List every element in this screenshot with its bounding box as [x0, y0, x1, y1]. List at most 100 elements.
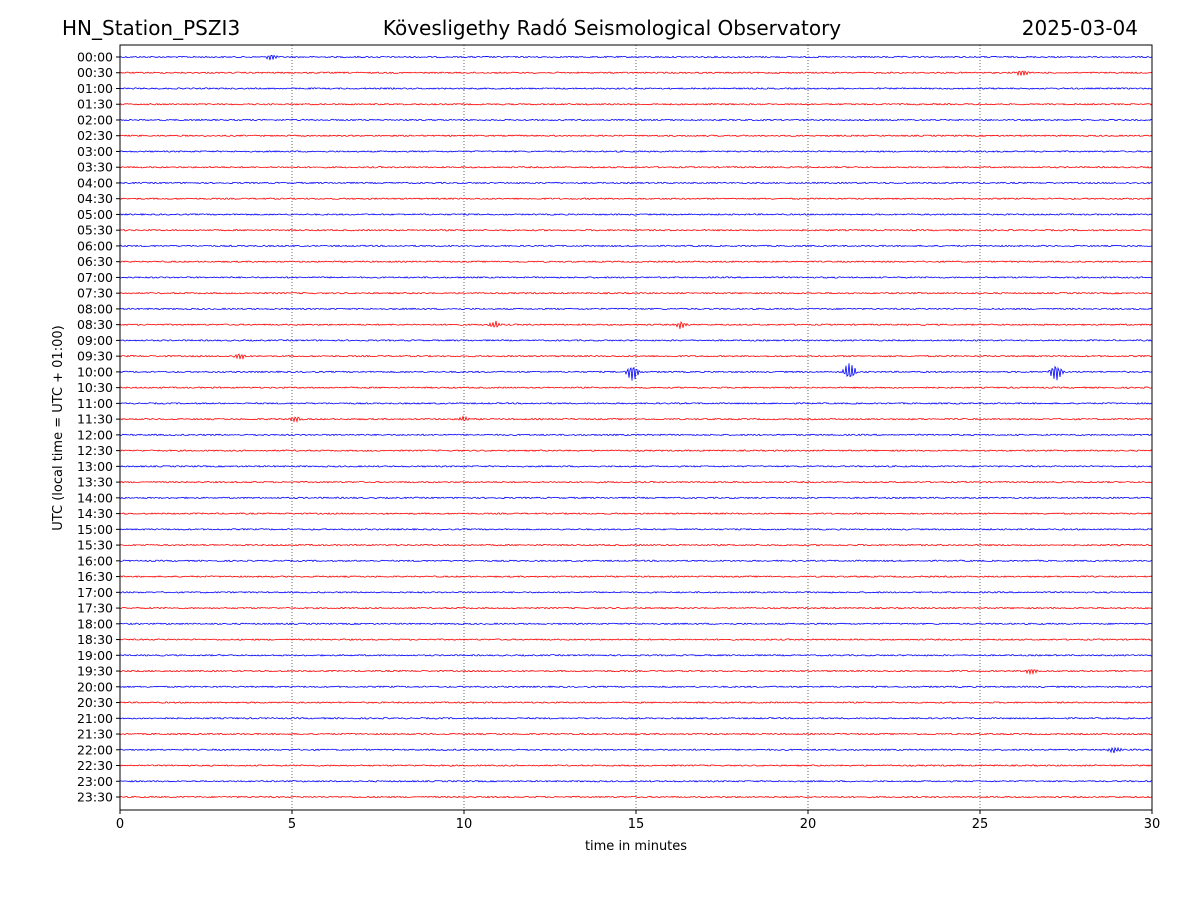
y-tick-label: 05:30: [77, 223, 113, 238]
x-tick-label: 15: [628, 817, 645, 832]
y-tick-label: 21:00: [77, 711, 113, 726]
trace-1130: [119, 414, 1153, 424]
y-tick-label: 13:00: [77, 459, 113, 474]
y-tick-label: 21:30: [77, 727, 113, 742]
y-tick-label: 17:30: [77, 601, 113, 616]
y-tick-label: 23:30: [77, 790, 113, 805]
trace-0400: [119, 181, 1153, 185]
trace-1430: [119, 512, 1153, 515]
y-tick-label: 11:00: [77, 396, 113, 411]
y-tick-label: 01:00: [77, 81, 113, 96]
y-tick-label: 02:30: [77, 128, 113, 143]
trace-1600: [119, 559, 1153, 563]
station-label: HN_Station_PSZI3: [62, 16, 240, 40]
y-tick-label: 12:30: [77, 443, 113, 458]
trace-2100: [119, 716, 1153, 720]
plot-frame: [119, 44, 1153, 811]
y-tick-label: 07:00: [77, 270, 113, 285]
date-label: 2025-03-04: [1022, 16, 1138, 40]
x-tick-label: 25: [972, 817, 989, 832]
y-tick-label: 16:00: [77, 553, 113, 568]
trace-2130: [119, 732, 1153, 736]
y-tick-label: 06:30: [77, 254, 113, 269]
trace-0800: [119, 307, 1153, 311]
y-axis-label: UTC (local time = UTC + 01:00): [51, 325, 66, 530]
y-tick-label: 20:30: [77, 695, 113, 710]
trace-0430: [119, 197, 1153, 201]
y-tick-label: 19:30: [77, 664, 113, 679]
trace-1900: [119, 653, 1153, 657]
trace-1700: [119, 591, 1153, 594]
trace-1800: [119, 622, 1153, 626]
trace-0300: [119, 150, 1153, 153]
trace-1200: [119, 433, 1153, 437]
y-tick-label: 04:00: [77, 175, 113, 190]
trace-0330: [119, 165, 1153, 169]
y-tick-label: 13:30: [77, 475, 113, 490]
trace-1230: [119, 449, 1153, 452]
trace-0230: [119, 134, 1153, 138]
trace-2000: [119, 685, 1153, 689]
trace-0200: [119, 118, 1153, 122]
trace-0000: [119, 54, 1153, 61]
trace-1030: [119, 386, 1153, 389]
trace-2300: [119, 779, 1153, 783]
trace-2230: [119, 764, 1153, 767]
chart-title: Kövesligethy Radó Seismological Observat…: [383, 16, 841, 40]
trace-1500: [119, 528, 1153, 531]
y-tick-label: 10:30: [77, 380, 113, 395]
trace-1330: [119, 480, 1153, 484]
y-tick-label: 11:30: [77, 412, 113, 427]
y-tick-label: 03:30: [77, 160, 113, 175]
trace-0730: [119, 291, 1153, 295]
trace-1830: [119, 638, 1153, 641]
trace-0100: [119, 87, 1153, 90]
y-tick-label: 22:00: [77, 742, 113, 757]
trace-1930: [119, 669, 1153, 676]
y-tick-label: 16:30: [77, 569, 113, 584]
y-tick-label: 02:00: [77, 112, 113, 127]
x-tick-label: 5: [288, 817, 296, 832]
trace-0600: [119, 244, 1153, 248]
trace-0930: [119, 353, 1153, 360]
y-tick-label: 19:00: [77, 648, 113, 663]
y-tick-label: 08:00: [77, 301, 113, 316]
y-tick-label: 18:00: [77, 616, 113, 631]
x-tick-label: 30: [1144, 817, 1161, 832]
trace-1400: [119, 496, 1153, 500]
y-tick-label: 00:30: [77, 65, 113, 80]
x-tick-label: 20: [800, 817, 817, 832]
trace-0130: [119, 102, 1153, 106]
trace-0500: [119, 213, 1153, 216]
y-tick-label: 18:30: [77, 632, 113, 647]
trace-0030: [119, 70, 1153, 77]
y-tick-label: 08:30: [77, 317, 113, 332]
trace-1630: [119, 575, 1153, 578]
y-tick-label: 04:30: [77, 191, 113, 206]
y-tick-label: 17:00: [77, 585, 113, 600]
trace-2200: [119, 746, 1153, 754]
x-tick-label: 0: [116, 817, 124, 832]
trace-1100: [119, 402, 1153, 405]
y-tick-label: 01:30: [77, 97, 113, 112]
y-tick-label: 14:00: [77, 490, 113, 505]
y-tick-label: 09:30: [77, 349, 113, 364]
trace-0700: [119, 276, 1153, 279]
y-tick-label: 05:00: [77, 207, 113, 222]
y-tick-label: 23:00: [77, 774, 113, 789]
y-tick-label: 20:00: [77, 679, 113, 694]
y-tick-label: 00:00: [77, 50, 113, 65]
y-tick-label: 12:00: [77, 427, 113, 442]
trace-0530: [119, 228, 1153, 232]
x-tick-label: 10: [456, 817, 473, 832]
y-tick-label: 07:30: [77, 286, 113, 301]
y-tick-label: 03:00: [77, 144, 113, 159]
trace-1530: [119, 543, 1153, 547]
y-tick-label: 09:00: [77, 333, 113, 348]
y-tick-label: 15:30: [77, 538, 113, 553]
trace-1300: [119, 465, 1153, 468]
y-tick-label: 15:00: [77, 522, 113, 537]
trace-0830: [119, 320, 1153, 329]
y-tick-label: 14:30: [77, 506, 113, 521]
